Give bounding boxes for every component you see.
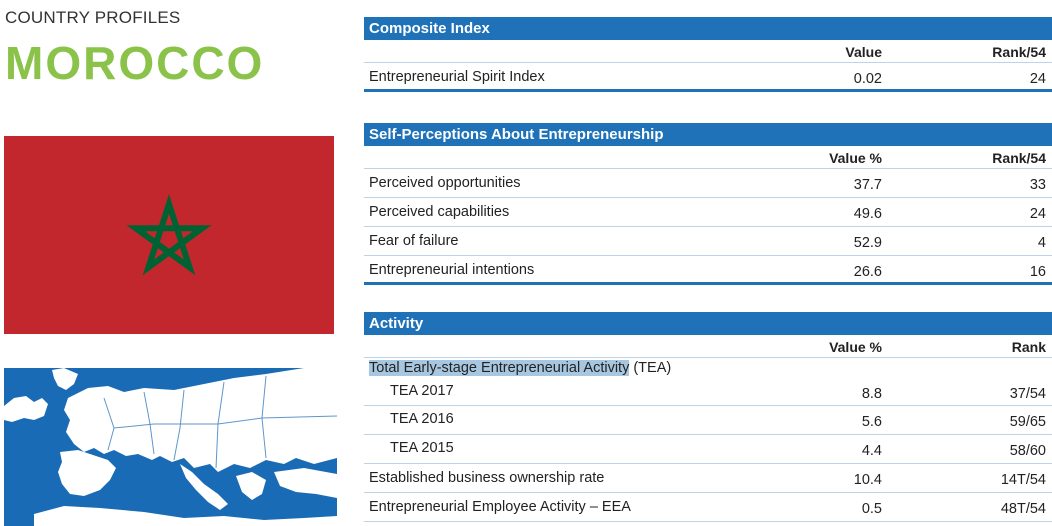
col-rank-header: Rank/54 (992, 150, 1046, 166)
table-row: Perceived opportunities 37.7 33 (364, 169, 1052, 198)
table-row: Entrepreneurial Spirit Index 0.02 24 (364, 63, 1052, 92)
row-value: 4.4 (861, 443, 882, 459)
row-label: TEA 2015 (390, 440, 454, 456)
row-label: Perceived opportunities (369, 175, 521, 191)
row-value: 52.9 (853, 235, 882, 251)
table-row: Established business ownership rate 10.4… (364, 464, 1052, 493)
table-row: Perceived capabilities 49.6 24 (364, 198, 1052, 227)
table-row: TEA 2017 8.8 37/54 (364, 378, 1052, 406)
row-value: 10.4 (853, 472, 882, 488)
row-rank: 33 (1029, 177, 1046, 193)
row-rank: 24 (1029, 206, 1046, 222)
row-label: Perceived capabilities (369, 204, 510, 220)
section-label: COUNTRY PROFILES (5, 8, 181, 27)
row-rank: 16 (1029, 264, 1046, 280)
row-label: Entrepreneurial intentions (369, 262, 535, 278)
row-rank: 4 (1037, 235, 1046, 251)
row-label: Established business ownership rate (369, 470, 605, 486)
row-label: TEA 2017 (390, 383, 454, 399)
col-rank-header: Rank (1011, 339, 1046, 355)
row-value: 8.8 (861, 386, 882, 402)
table-header: Value Rank/54 (364, 40, 1052, 63)
row-label: Fear of failure (369, 233, 459, 249)
morocco-flag (4, 136, 334, 334)
activity-section: Activity Value % Rank Total Early-stage … (364, 312, 1052, 522)
table-row: Entrepreneurial Employee Activity – EEA … (364, 493, 1052, 522)
row-rank: 48T/54 (1000, 501, 1046, 517)
table-row: TEA 2015 4.4 58/60 (364, 435, 1052, 464)
row-value: 5.6 (861, 414, 882, 430)
section-title: Activity (364, 312, 1052, 335)
col-value-header: Value (845, 44, 882, 60)
section-title: Self-Perceptions About Entrepreneurship (364, 123, 1052, 146)
row-rank: 14T/54 (1000, 472, 1046, 488)
row-label: TEA 2016 (390, 411, 454, 427)
row-label: Entrepreneurial Spirit Index (369, 69, 545, 85)
row-value: 0.02 (853, 71, 882, 87)
row-rank: 37/54 (1009, 386, 1046, 402)
row-rank: 24 (1029, 71, 1046, 87)
row-rank: 59/65 (1009, 414, 1046, 430)
page-title: MOROCCO (5, 37, 265, 89)
self-perceptions-section: Self-Perceptions About Entrepreneurship … (364, 123, 1052, 285)
table-row: TEA 2016 5.6 59/65 (364, 406, 1052, 435)
indicators-panel: Composite Index Value Rank/54 Entreprene… (364, 0, 1052, 526)
map-icon (4, 368, 337, 526)
col-value-header: Value % (829, 339, 882, 355)
col-value-header: Value % (829, 150, 882, 166)
row-value: 49.6 (853, 206, 882, 222)
table-header: Value % Rank/54 (364, 146, 1052, 169)
row-value: 26.6 (853, 264, 882, 280)
tea-group-label: Total Early-stage Entrepreneurial Activi… (364, 358, 1052, 378)
row-label: Entrepreneurial Employee Activity – EEA (369, 499, 631, 515)
table-header: Value % Rank (364, 335, 1052, 358)
col-rank-header: Rank/54 (992, 44, 1046, 60)
table-row: Fear of failure 52.9 4 (364, 227, 1052, 256)
tea-label-highlight: Total Early-stage Entrepreneurial Activi… (369, 360, 630, 376)
composite-index-section: Composite Index Value Rank/54 Entreprene… (364, 17, 1052, 92)
table-row: Entrepreneurial intentions 26.6 16 (364, 256, 1052, 285)
flag-star-icon (126, 194, 212, 276)
section-title: Composite Index (364, 17, 1052, 40)
europe-map (4, 368, 337, 526)
row-value: 37.7 (853, 177, 882, 193)
row-rank: 58/60 (1009, 443, 1046, 459)
country-panel: COUNTRY PROFILES MOROCCO (0, 0, 340, 526)
tea-label-suffix: (TEA) (629, 360, 672, 376)
row-value: 0.5 (861, 501, 882, 517)
